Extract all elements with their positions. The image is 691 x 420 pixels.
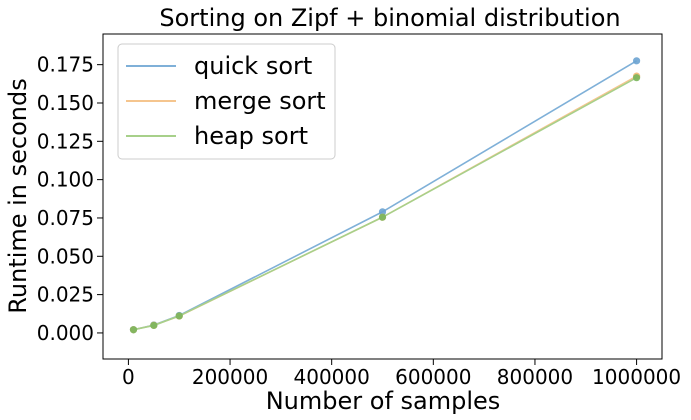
chart-title: Sorting on Zipf + binomial distribution <box>159 4 620 32</box>
x-axis-label: Number of samples <box>266 387 501 415</box>
y-tick-label: 0.100 <box>37 168 94 192</box>
legend-item: quick sort <box>126 52 312 80</box>
x-tick-label: 0 <box>122 365 135 389</box>
y-tick-label: 0.025 <box>37 283 94 307</box>
x-tick-label: 600000 <box>395 365 471 389</box>
x-axis: 0 200000 400000 600000 800000 1000000 <box>122 359 681 389</box>
data-point <box>632 74 641 82</box>
y-tick-label: 0.150 <box>37 91 94 115</box>
data-point <box>632 57 641 65</box>
series-layer <box>129 57 641 334</box>
legend-label: heap sort <box>194 122 308 150</box>
legend-item: merge sort <box>126 87 326 115</box>
plot-area-frame <box>102 33 663 360</box>
data-point <box>150 321 158 330</box>
legend-label: merge sort <box>194 87 326 115</box>
x-tick-label: 400000 <box>294 365 370 389</box>
y-tick-label: 0.050 <box>37 244 94 268</box>
y-axis-label: Runtime in seconds <box>4 78 32 313</box>
data-point <box>175 312 183 320</box>
legend-label: quick sort <box>194 52 312 80</box>
y-tick-label: 0.125 <box>37 129 94 153</box>
data-point <box>378 213 387 221</box>
legend: quick sort merge sort heap sort <box>117 43 336 160</box>
data-point <box>129 326 138 334</box>
y-tick-label: 0.075 <box>37 206 94 230</box>
x-tick-label: 200000 <box>192 365 268 389</box>
y-axis: 0.000 0.025 0.050 0.075 0.100 0.125 0.150 0.175 <box>37 53 103 345</box>
legend-item: heap sort <box>126 122 308 150</box>
x-tick-label: 1000000 <box>592 365 681 389</box>
y-tick-label: 0.175 <box>37 53 94 77</box>
legend-frame <box>117 43 336 160</box>
series-heap-sort <box>129 74 641 334</box>
x-tick-label: 800000 <box>497 365 573 389</box>
y-tick-label: 0.000 <box>37 321 94 345</box>
data-point <box>378 208 387 216</box>
